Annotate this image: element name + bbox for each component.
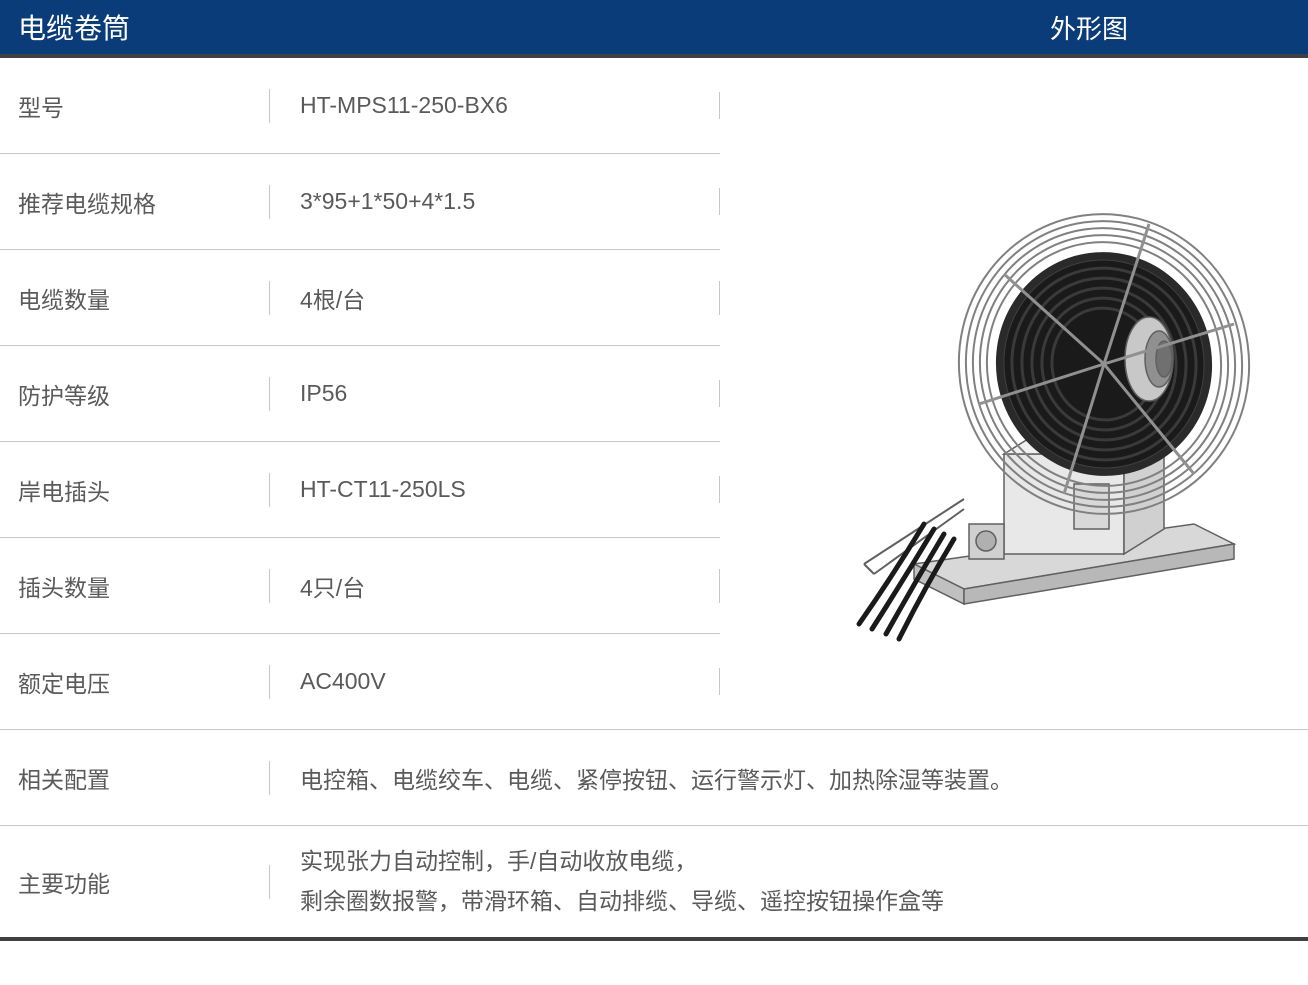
table-row: 插头数量 4只/台 [0, 538, 720, 634]
row-label: 主要功能 [0, 865, 270, 899]
row-value: AC400V [270, 668, 720, 695]
table-row: 岸电插头 HT-CT11-250LS [0, 442, 720, 538]
row-value: 4根/台 [270, 281, 720, 315]
row-label: 推荐电缆规格 [0, 185, 270, 219]
cable-reel-icon [764, 144, 1264, 644]
row-label: 相关配置 [0, 761, 270, 795]
row-value: 实现张力自动控制，手/自动收放电缆，剩余圈数报警，带滑环箱、自动排缆、导缆、遥控… [270, 842, 1308, 920]
row-value: 电控箱、电缆绞车、电缆、紧停按钮、运行警示灯、加热除湿等装置。 [270, 761, 1308, 795]
row-label: 防护等级 [0, 377, 270, 411]
spec-table-container: 电缆卷筒 外形图 型号 HT-MPS11-250-BX6 推荐电缆规格 3*95… [0, 0, 1308, 941]
upper-section: 型号 HT-MPS11-250-BX6 推荐电缆规格 3*95+1*50+4*1… [0, 58, 1308, 730]
row-value: 3*95+1*50+4*1.5 [270, 188, 720, 215]
header-title-left: 电缆卷筒 [0, 7, 1050, 47]
table-row: 型号 HT-MPS11-250-BX6 [0, 58, 720, 154]
row-value: HT-CT11-250LS [270, 476, 720, 503]
table-row: 额定电压 AC400V [0, 634, 720, 730]
spec-rows-narrow: 型号 HT-MPS11-250-BX6 推荐电缆规格 3*95+1*50+4*1… [0, 58, 720, 730]
table-row: 防护等级 IP56 [0, 346, 720, 442]
header-title-right: 外形图 [1050, 9, 1308, 46]
row-value: IP56 [270, 380, 720, 407]
row-label: 型号 [0, 89, 270, 123]
table-row: 主要功能 实现张力自动控制，手/自动收放电缆，剩余圈数报警，带滑环箱、自动排缆、… [0, 826, 1308, 941]
table-row: 推荐电缆规格 3*95+1*50+4*1.5 [0, 154, 720, 250]
row-label: 额定电压 [0, 665, 270, 699]
row-value: 4只/台 [270, 569, 720, 603]
table-row: 电缆数量 4根/台 [0, 250, 720, 346]
table-row: 相关配置 电控箱、电缆绞车、电缆、紧停按钮、运行警示灯、加热除湿等装置。 [0, 730, 1308, 826]
row-value: HT-MPS11-250-BX6 [270, 92, 720, 119]
outline-image-area [720, 58, 1308, 730]
row-label: 电缆数量 [0, 281, 270, 315]
row-label: 插头数量 [0, 569, 270, 603]
row-label: 岸电插头 [0, 473, 270, 507]
table-header: 电缆卷筒 外形图 [0, 0, 1308, 58]
